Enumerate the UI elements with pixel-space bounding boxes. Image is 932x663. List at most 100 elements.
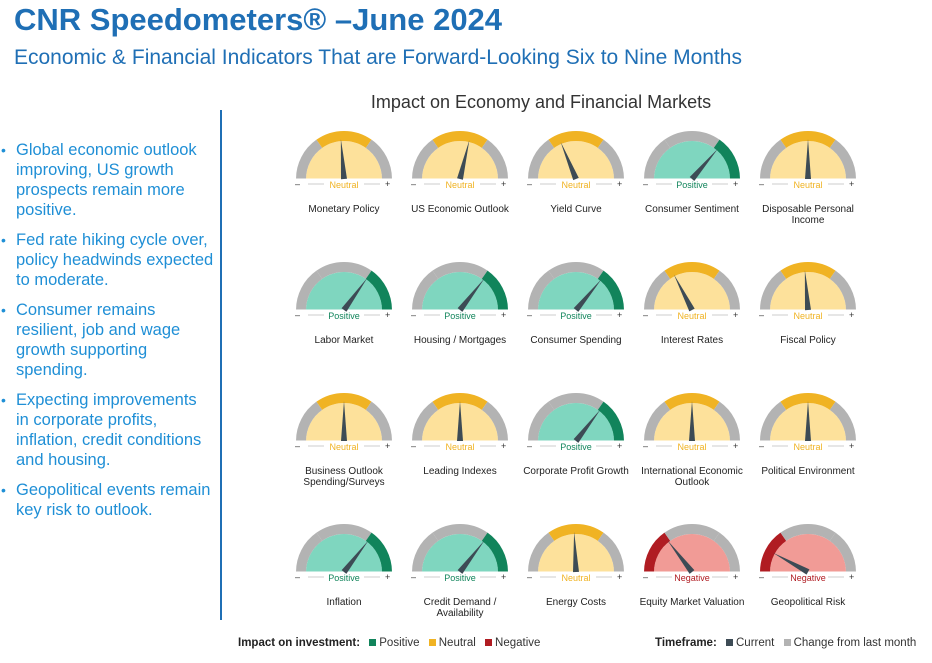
gauge-status: Neutral: [329, 180, 359, 190]
gauge-needle-icon: [340, 139, 347, 180]
bullet-dot-icon: •: [1, 142, 6, 158]
speedometer: – + Negative Geopolitical Risk: [758, 523, 874, 643]
positive-swatch-icon: [369, 638, 377, 646]
speedometer-dial: – +: [643, 524, 740, 581]
gauge-needle-icon: [341, 277, 368, 312]
gauge-band-positive: [597, 401, 624, 442]
gauge-band-negative: [528, 270, 555, 311]
gauge-band-positive: [481, 270, 508, 311]
gauge-band-negative: [528, 532, 555, 573]
legend-change: Change from last month: [793, 637, 917, 649]
gauge-band-neutral: [432, 524, 488, 542]
gauge-status: Neutral: [677, 311, 707, 321]
gauge-label: Political Environment: [761, 466, 855, 477]
speedometer-dial: – +: [411, 393, 508, 450]
gauge-band-positive: [829, 401, 856, 442]
current-swatch-icon: [726, 638, 733, 646]
gauge-minus-icon: –: [643, 572, 648, 581]
gauge-status: Neutral: [329, 442, 359, 452]
bullet-dot-icon: •: [1, 232, 6, 248]
gauge-label: Energy Costs: [545, 597, 607, 608]
gauge-status: Positive: [444, 311, 476, 321]
speedometer-dial: – +: [759, 524, 856, 581]
gauge-needle-icon: [457, 140, 470, 180]
speedometer: – + Neutral Leading Indexes: [410, 392, 526, 512]
gauge-band-positive: [829, 532, 856, 573]
speedometer: – + Positive Corporate Profit Growth: [523, 392, 642, 512]
gauge-band-neutral: [548, 393, 604, 411]
gauge-band-negative: [644, 532, 671, 573]
impact-legend: Impact on investment: Positive Neutral N…: [238, 637, 540, 649]
gauge-needle-icon: [689, 401, 695, 441]
gauge-band-neutral: [432, 262, 488, 280]
gauge-plus-icon: +: [385, 179, 390, 188]
gauge-band-neutral: [316, 524, 372, 542]
gauge-band-positive: [829, 139, 856, 180]
gauge-status: Neutral: [561, 573, 591, 583]
gauge-needle-icon: [457, 540, 485, 574]
speedometer-dial: – +: [759, 393, 856, 450]
speedometer-dial: – +: [643, 262, 740, 319]
speedometer: – + Positive Labor Market: [294, 261, 410, 381]
gauge-plus-icon: +: [501, 441, 506, 450]
gauge-face: [422, 272, 498, 310]
gauge-band-positive: [713, 270, 740, 311]
gauge-band-negative: [644, 139, 671, 180]
gauge-needle-icon: [772, 552, 810, 575]
gauge-needle-icon: [667, 540, 695, 574]
gauge-band-negative: [296, 139, 323, 180]
gauge-band-neutral: [664, 131, 720, 149]
gauge-label: Fiscal Policy: [780, 335, 836, 346]
gauge-label: Inflation: [326, 597, 362, 608]
gauge-minus-icon: –: [527, 441, 532, 450]
gauge-status: Neutral: [561, 180, 591, 190]
key-point-text: Geopolitical events remain key risk to o…: [16, 481, 211, 519]
key-point-text: Consumer remains resilient, job and wage…: [16, 301, 181, 379]
gauge-needle-icon: [341, 540, 369, 574]
speedometer: – + Neutral Business Outlook Spending/Sur…: [294, 392, 410, 512]
page-title: CNR Speedometers® –June 2024: [14, 2, 503, 37]
gauge-plus-icon: +: [849, 310, 854, 319]
gauge-band-neutral: [780, 262, 836, 280]
gauge-band-negative: [760, 401, 787, 442]
key-point-text: Fed rate hiking cycle over, policy headw…: [16, 231, 214, 289]
gauge-label: Labor Market: [314, 335, 374, 346]
gauge-band-positive: [365, 270, 392, 311]
gauge-band-negative: [644, 270, 671, 311]
gauge-plus-icon: +: [617, 572, 622, 581]
gauge-plus-icon: +: [617, 310, 622, 319]
speedometer-dial: – +: [295, 262, 392, 319]
gauge-minus-icon: –: [295, 310, 300, 319]
gauge-band-negative: [412, 401, 439, 442]
gauge-label: Monetary Policy: [308, 204, 380, 215]
key-point: • Geopolitical events remain key risk to …: [0, 480, 214, 520]
gauge-band-positive: [481, 401, 508, 442]
gauge-minus-icon: –: [643, 179, 648, 188]
key-point: • Expecting improvements in corporate pro…: [0, 390, 214, 470]
gauge-plus-icon: +: [733, 310, 738, 319]
legend: Impact on investment: Positive Neutral N…: [238, 637, 928, 653]
gauge-band-neutral: [548, 131, 604, 149]
gauge-status: Neutral: [445, 180, 475, 190]
speedometer-dial: – +: [411, 262, 508, 319]
key-point: • Consumer remains resilient, job and wag…: [0, 300, 214, 380]
gauge-minus-icon: –: [411, 572, 416, 581]
gauge-band-positive: [597, 532, 624, 573]
gauge-needle-icon: [805, 139, 811, 179]
gauge-needle-icon: [457, 278, 485, 312]
key-point-text: Global economic outlook improving, US gr…: [16, 141, 197, 219]
gauge-label: Disposable Personal Income: [762, 204, 854, 226]
gauge-face: [654, 272, 730, 310]
gauge-minus-icon: –: [295, 179, 300, 188]
gauge-band-negative: [644, 401, 671, 442]
gauge-band-neutral: [664, 393, 720, 411]
gauge-minus-icon: –: [643, 441, 648, 450]
speedometer: – + Neutral Fiscal Policy: [758, 261, 874, 381]
gauge-plus-icon: +: [849, 572, 854, 581]
negative-swatch-icon: [485, 638, 493, 646]
gauge-minus-icon: –: [527, 179, 532, 188]
gauge-band-positive: [365, 532, 392, 573]
speedometer: – + Positive Inflation: [294, 523, 410, 643]
speedometer-dial: – +: [643, 393, 740, 450]
